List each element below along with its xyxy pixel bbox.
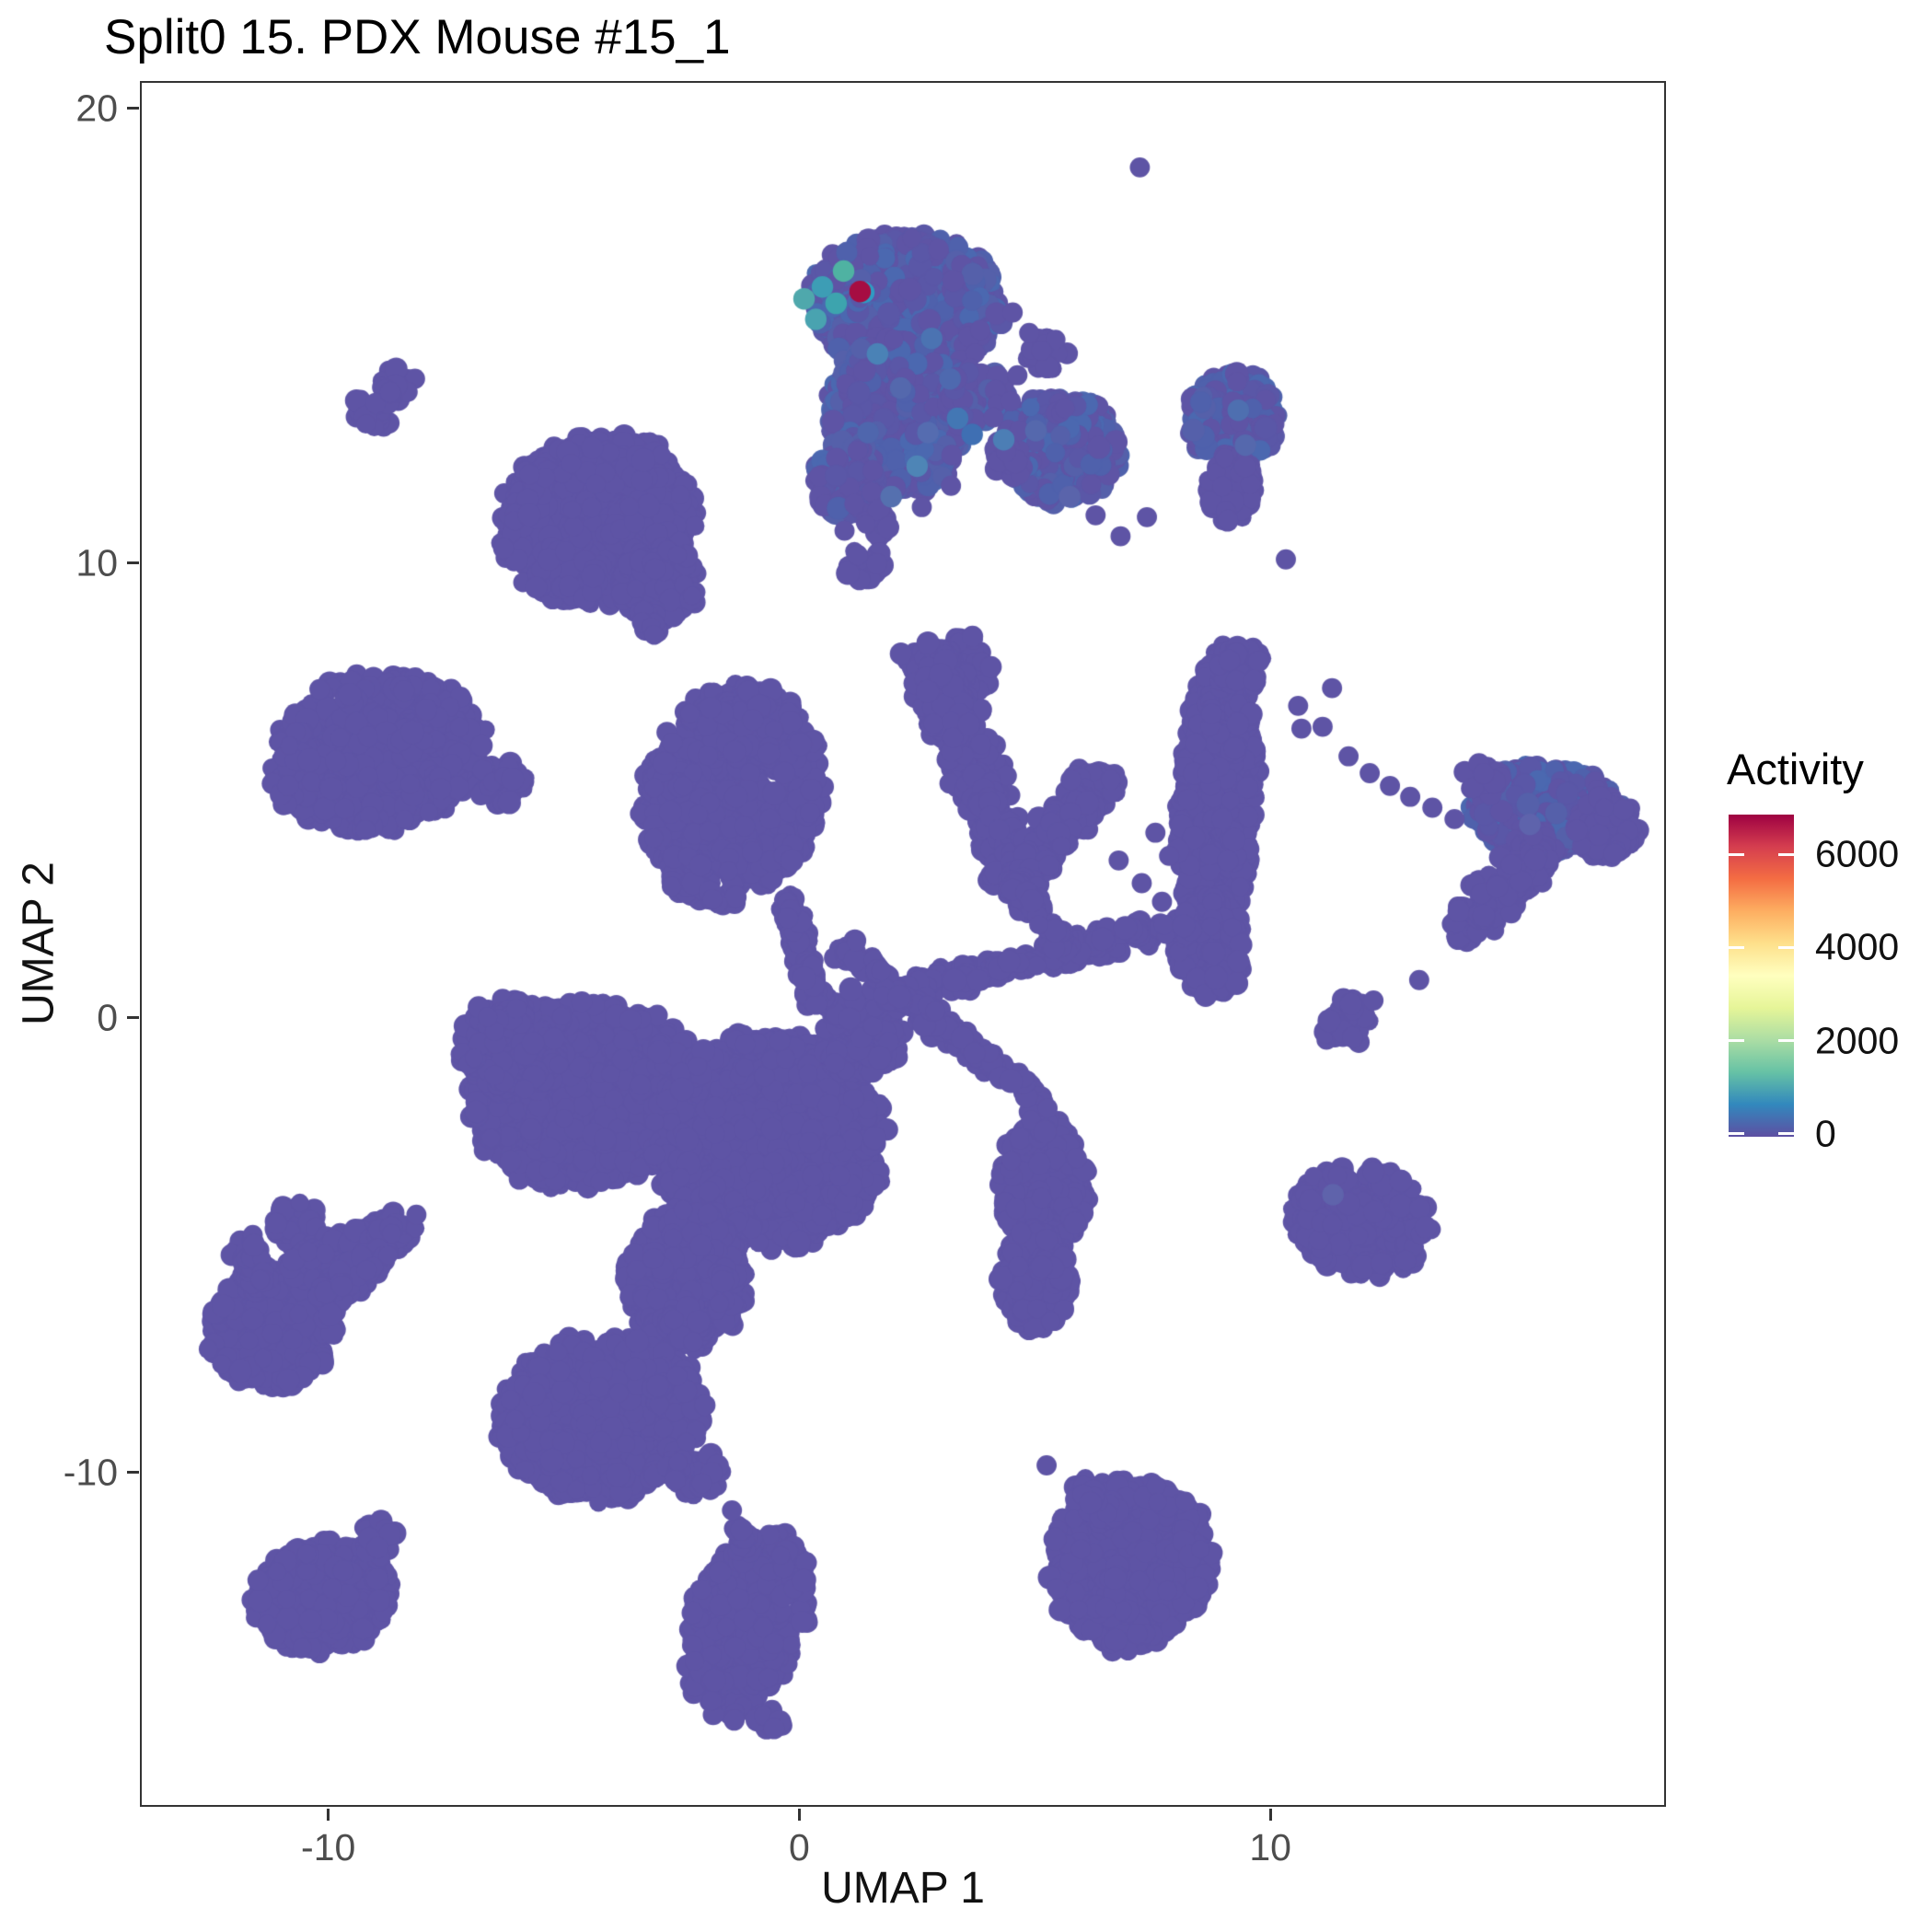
- legend-tick-mark: [1778, 1132, 1794, 1136]
- y-axis-label: UMAP 2: [14, 862, 64, 1025]
- legend-tick-label: 4000: [1815, 925, 1900, 968]
- legend-tick-mark: [1778, 945, 1794, 949]
- legend-tick-mark: [1729, 945, 1744, 949]
- y-tick-mark: [127, 107, 139, 110]
- legend-tick-mark: [1729, 1132, 1744, 1136]
- legend-tick-label: 6000: [1815, 832, 1900, 875]
- legend-tick-mark: [1729, 852, 1744, 856]
- legend-tick-label: 0: [1815, 1112, 1836, 1155]
- x-tick-mark: [797, 1809, 801, 1821]
- x-axis-label: UMAP 1: [821, 1864, 985, 1913]
- plot-panel-border: [140, 81, 1666, 1807]
- legend-tick-mark: [1778, 1039, 1794, 1043]
- x-tick-mark: [1268, 1809, 1272, 1821]
- legend-tick-label: 2000: [1815, 1019, 1900, 1062]
- y-tick-mark: [127, 561, 139, 565]
- y-tick-mark: [127, 1471, 139, 1475]
- legend: Activity 6000 4000 2000 0: [1712, 736, 1928, 1169]
- legend-tick-mark: [1778, 852, 1794, 856]
- x-tick-mark: [327, 1809, 330, 1821]
- y-tick-label: 0: [97, 996, 118, 1039]
- legend-tick-mark: [1729, 1039, 1744, 1043]
- y-tick-mark: [127, 1016, 139, 1020]
- y-tick-label: -10: [63, 1451, 118, 1494]
- legend-title: Activity: [1727, 745, 1864, 793]
- x-tick-label: 10: [1249, 1826, 1291, 1868]
- y-tick-label: 10: [75, 541, 118, 584]
- x-tick-label: 0: [789, 1826, 810, 1868]
- y-tick-label: 20: [75, 87, 118, 130]
- x-tick-label: -10: [301, 1826, 356, 1868]
- legend-colorbar-gradient: [1729, 815, 1794, 1137]
